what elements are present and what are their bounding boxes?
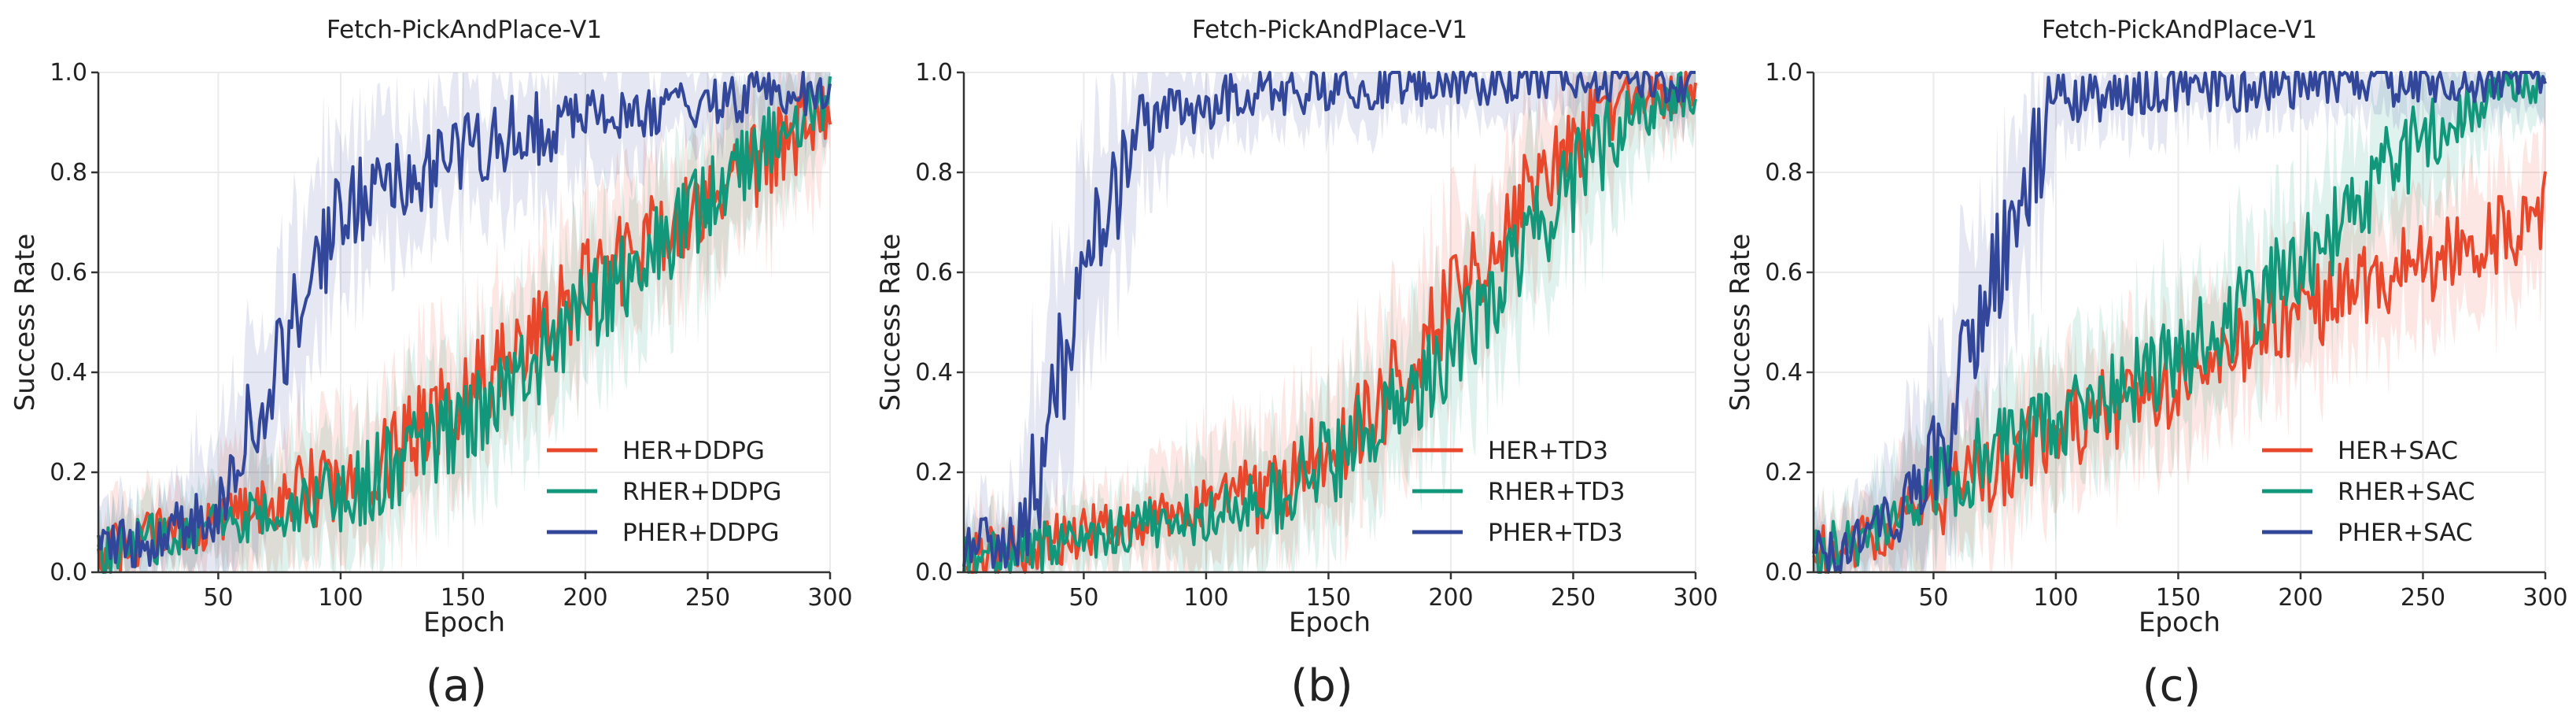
y-tick-label: 0.4 [915, 359, 953, 386]
series-line-rher-sac [1812, 71, 2547, 574]
x-tick-label: 100 [318, 584, 363, 612]
y-tick-label: 1.0 [1765, 59, 1803, 87]
chart-title: Fetch-PickAndPlace-V1 [1192, 16, 1467, 44]
y-tick-label: 0.0 [915, 559, 953, 586]
legend-label: PHER+TD3 [1488, 519, 1623, 547]
x-axis-label: Epoch [423, 607, 505, 638]
confidence-band-pher-sac [1814, 72, 2545, 572]
chart-title: Fetch-PickAndPlace-V1 [2042, 16, 2317, 44]
y-tick-label: 0.2 [915, 459, 953, 486]
x-tick-label: 150 [1306, 584, 1351, 612]
x-tick-label: 150 [2156, 584, 2201, 612]
legend-label: HER+DDPG [622, 437, 765, 465]
x-tick-label: 50 [1068, 584, 1098, 612]
y-tick-label: 0.8 [915, 159, 953, 187]
y-tick-label: 0.2 [50, 459, 87, 486]
x-tick-label: 50 [203, 584, 233, 612]
y-axis-label: Success Rate [1725, 234, 1756, 412]
y-tick-label: 0.6 [915, 259, 953, 287]
x-tick-label: 100 [2033, 584, 2078, 612]
series-line-rher-td3 [962, 71, 1697, 574]
panel-caption: (a) [426, 660, 487, 712]
y-tick-label: 0.6 [1765, 259, 1803, 287]
y-axis-label: Success Rate [9, 234, 41, 412]
chart-panel-1: 0.0 0.2 0.4 0.6 0.8 1.0 50 100 150 200 250 300 Fetch… [9, 16, 853, 712]
legend-label: RHER+TD3 [1488, 478, 1625, 506]
legend-label: HER+TD3 [1488, 437, 1608, 465]
x-tick-label: 250 [685, 584, 730, 612]
x-tick-label: 300 [1673, 584, 1718, 612]
x-tick-label: 150 [441, 584, 485, 612]
y-tick-label: 0.8 [1765, 159, 1803, 187]
chart-panel-3: 0.0 0.2 0.4 0.6 0.8 1.0 50 100 150 200 250 300 Fetch… [1725, 16, 2568, 712]
legend-label: RHER+SAC [2338, 478, 2475, 506]
panel-caption: (c) [2142, 660, 2201, 712]
confidence-band-her-ddpg [98, 72, 830, 572]
x-tick-label: 100 [1183, 584, 1228, 612]
y-tick-label: 0.0 [50, 559, 87, 586]
x-axis-label: Epoch [1289, 607, 1371, 638]
x-tick-label: 200 [1428, 584, 1473, 612]
x-tick-label: 200 [2278, 584, 2323, 612]
legend-label: HER+SAC [2338, 437, 2458, 465]
panel-caption: (b) [1290, 660, 1353, 712]
series-line-pher-td3 [962, 71, 1696, 569]
y-tick-label: 0.6 [50, 259, 87, 287]
legend-label: RHER+DDPG [622, 478, 781, 506]
series-line-pher-ddpg [97, 71, 832, 568]
y-tick-label: 0.4 [50, 359, 87, 386]
y-axis-label: Success Rate [875, 234, 906, 412]
y-tick-label: 0.0 [1765, 559, 1803, 586]
legend-label: PHER+SAC [2338, 519, 2473, 547]
chart-title: Fetch-PickAndPlace-V1 [327, 16, 602, 44]
x-tick-label: 250 [2401, 584, 2445, 612]
x-axis-label: Epoch [2139, 607, 2220, 638]
chart-panel-2: 0.0 0.2 0.4 0.6 0.8 1.0 50 100 150 200 250 300 Fetch… [875, 16, 1718, 712]
x-tick-label: 50 [1918, 584, 1948, 612]
y-tick-label: 1.0 [915, 59, 953, 87]
x-tick-label: 300 [807, 584, 852, 612]
y-tick-label: 0.4 [1765, 359, 1803, 386]
confidence-band-pher-td3 [964, 72, 1696, 572]
x-tick-label: 200 [563, 584, 607, 612]
y-tick-label: 0.8 [50, 159, 87, 187]
y-tick-label: 1.0 [50, 59, 87, 87]
y-tick-label: 0.2 [1765, 459, 1803, 486]
series-line-pher-sac [1813, 71, 2547, 574]
x-tick-label: 300 [2522, 584, 2567, 612]
legend-label: PHER+DDPG [622, 519, 780, 547]
x-tick-label: 250 [1551, 584, 1596, 612]
